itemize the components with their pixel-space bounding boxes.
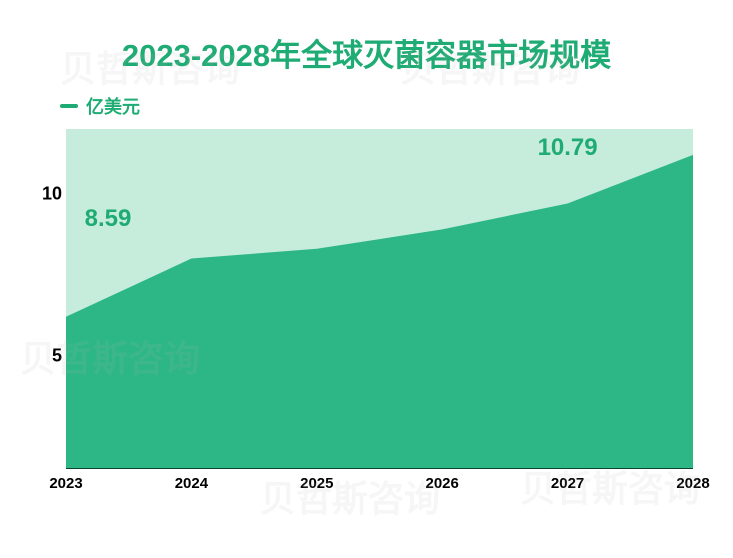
legend: 亿美元: [60, 93, 713, 119]
x-tick: 2023: [49, 475, 82, 492]
x-axis: 202320242025202620272028: [66, 469, 693, 509]
legend-marker: [60, 104, 78, 108]
plot-wrapper: 510 8.5910.79 202320242025202620272028: [66, 129, 693, 509]
plot-area: 8.59 10.79: [66, 129, 693, 469]
chart-title: 2023-2028年全球灭菌容器市场规模: [20, 30, 713, 75]
y-tick: 5: [34, 345, 62, 366]
x-tick: 2024: [175, 475, 208, 492]
data-label: 8.59: [85, 205, 132, 233]
x-tick: 2025: [300, 475, 333, 492]
y-axis: 5 10: [34, 129, 62, 469]
chart-container: 2023-2028年全球灭菌容器市场规模 亿美元 5 10 8.59 10.79 2…: [0, 0, 733, 558]
x-tick: 2026: [426, 475, 459, 492]
x-tick: 2028: [676, 475, 709, 492]
x-tick: 2027: [551, 475, 584, 492]
area-chart-svg: [66, 129, 693, 469]
y-tick: 10: [34, 183, 62, 204]
legend-label: 亿美元: [86, 93, 140, 119]
data-label: 10.79: [538, 134, 598, 162]
